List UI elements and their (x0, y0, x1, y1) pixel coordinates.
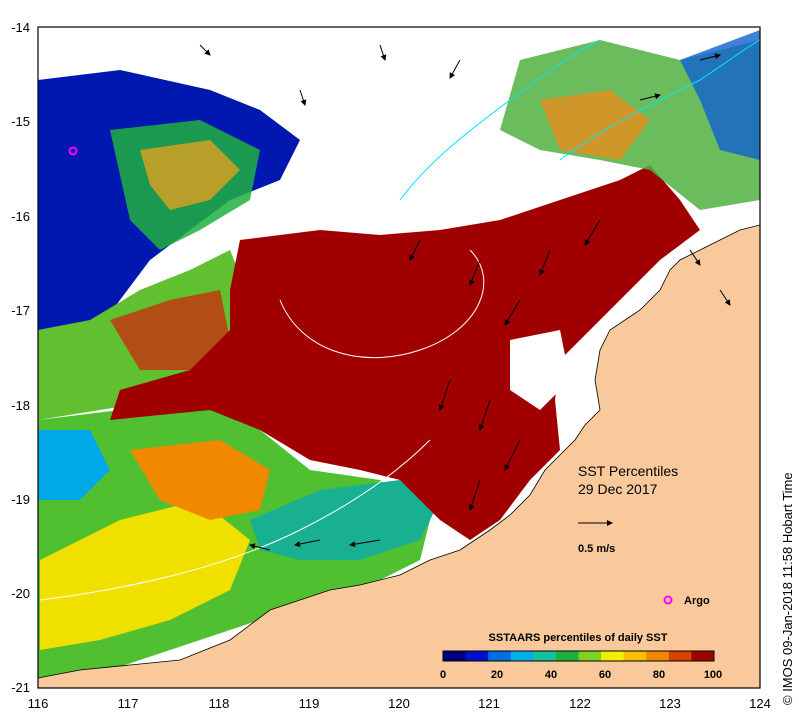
colorbar-swatch (623, 651, 647, 661)
bathymetry-contour (559, 39, 760, 161)
current-arrow (449, 59, 461, 79)
sst-region-hot-center (110, 165, 700, 540)
lat-tick-label: -20 (11, 586, 30, 601)
current-arrow (249, 543, 271, 551)
colorbar-tick-label: 60 (599, 669, 611, 681)
imos-credit: © IMOS 09-Jan-2018 11:58 Hobart Time (780, 472, 795, 705)
sst-region-mid-nw (140, 140, 240, 210)
sst-gap-center (340, 280, 440, 330)
plot-frame (37, 26, 761, 689)
colorbar-swatch (691, 651, 715, 661)
colorbar-frame (442, 650, 715, 662)
current-arrow (409, 239, 421, 261)
current-arrow (584, 219, 601, 246)
vector-scale-label: 0.5 m/s (578, 543, 615, 555)
lon-tick-label: 122 (569, 696, 591, 711)
current-arrow (719, 289, 731, 306)
current-arrow (379, 44, 387, 61)
map-title: SST Percentiles (578, 463, 678, 479)
current-arrow (294, 539, 321, 547)
current-arrow (468, 479, 481, 511)
lon-tick-label: 118 (209, 696, 230, 711)
current-arrow (639, 93, 661, 101)
lon-axis: 116 117 118 119 120 121 122 123 124 (28, 696, 771, 711)
colorbar-tick-label: 40 (545, 669, 557, 681)
current-arrow (469, 259, 481, 286)
current-arrow (299, 89, 307, 106)
current-arrow (478, 399, 491, 431)
sst-region-ne-blue (680, 30, 760, 160)
lon-tick-label: 124 (749, 696, 771, 711)
lon-tick-label: 121 (478, 696, 500, 711)
argo-legend-label: Argo (684, 595, 710, 607)
colorbar-swatch (443, 651, 467, 661)
ssh-contour (39, 439, 431, 601)
colorbar (443, 651, 715, 661)
sst-region-south-blue (250, 480, 440, 560)
sst-region-south-orange (130, 440, 270, 520)
land-australia (38, 224, 760, 688)
lat-tick-label: -14 (11, 20, 30, 35)
lon-tick-label: 120 (388, 696, 410, 711)
lon-tick-label: 123 (659, 696, 681, 711)
contours (39, 39, 760, 601)
colorbar-swatch (646, 651, 670, 661)
current-arrow (504, 299, 521, 326)
map-date: 29 Dec 2017 (578, 481, 658, 497)
current-arrow (349, 539, 381, 548)
lat-tick-label: -18 (11, 398, 30, 413)
current-arrow (438, 379, 451, 411)
current-vectors (199, 44, 731, 551)
lon-tick-label: 116 (28, 696, 49, 711)
lat-tick-label: -19 (11, 492, 30, 507)
colorbar-swatch (488, 651, 512, 661)
current-arrow (539, 249, 551, 276)
bathymetry-contour (399, 39, 601, 201)
lat-axis: -14 -15 -16 -17 -18 -19 -20 -21 (11, 20, 30, 695)
lat-tick-label: -15 (11, 114, 30, 129)
argo-float-marker (68, 146, 78, 156)
lat-tick-label: -17 (11, 303, 30, 318)
colorbar-swatch (465, 651, 489, 661)
colorbar-tick-label: 20 (491, 669, 503, 681)
colorbar-title: SSTAARS percentiles of daily SST (489, 632, 668, 644)
lat-tick-label: -21 (11, 680, 30, 695)
current-arrow (689, 249, 701, 266)
colorbar-tick-label: 80 (653, 669, 665, 681)
colorbar-swatch (668, 651, 692, 661)
current-arrow (199, 44, 211, 56)
colorbar-tick-label: 100 (704, 669, 722, 681)
colorbar-tick-label: 0 (440, 669, 446, 681)
lon-tick-label: 119 (299, 696, 320, 711)
lon-tick-label: 117 (118, 696, 139, 711)
colorbar-swatch (601, 651, 625, 661)
ssh-contour (279, 249, 485, 359)
sst-region-ne-warm (540, 90, 650, 160)
colorbar-swatch (510, 651, 534, 661)
sst-region-south-yellow (40, 500, 250, 650)
current-arrow (699, 53, 721, 61)
colorbar-swatch (555, 651, 579, 661)
lat-tick-label: -16 (11, 209, 30, 224)
argo-legend-icon (663, 595, 673, 605)
colorbar-swatch (533, 651, 557, 661)
colorbar-swatch (578, 651, 602, 661)
current-arrow (504, 439, 521, 471)
sst-region-south-cyan (38, 430, 110, 500)
sst-region-west-warm (110, 290, 230, 370)
sst-gap-east (510, 330, 570, 410)
